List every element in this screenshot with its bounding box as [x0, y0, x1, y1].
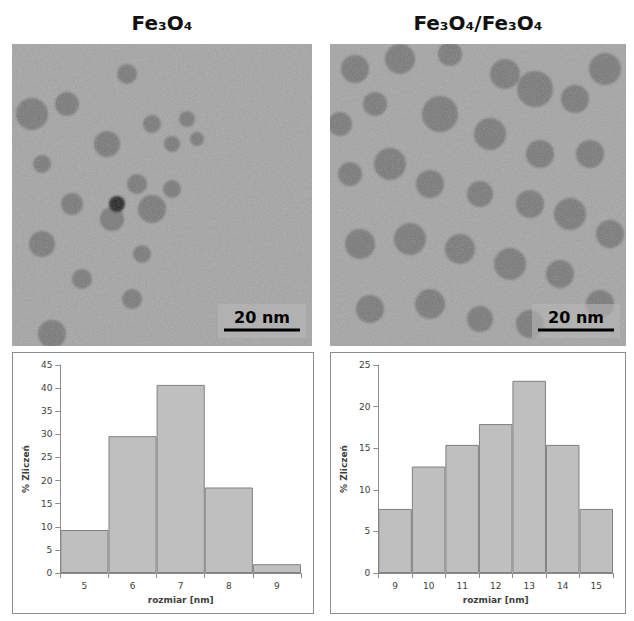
svg-text:10: 10 — [359, 485, 371, 495]
svg-text:14: 14 — [557, 581, 569, 591]
svg-text:12: 12 — [490, 581, 501, 591]
svg-text:10: 10 — [423, 581, 435, 591]
svg-text:15: 15 — [41, 499, 52, 509]
svg-text:5: 5 — [365, 526, 371, 536]
svg-text:5: 5 — [47, 545, 53, 555]
svg-text:6: 6 — [130, 581, 136, 591]
svg-text:9: 9 — [274, 581, 280, 591]
svg-text:40: 40 — [41, 383, 53, 393]
svg-text:5: 5 — [82, 581, 88, 591]
html-text:Fe₃O₄/Fe₃O₄: Fe₃O₄/Fe₃O₄ — [413, 11, 543, 35]
svg-text:30: 30 — [41, 429, 53, 439]
svg-text:9: 9 — [392, 581, 398, 591]
svg-text:10: 10 — [41, 522, 53, 532]
svg-text:8: 8 — [226, 581, 232, 591]
svg-text:11: 11 — [456, 581, 467, 591]
svg-text:35: 35 — [41, 406, 52, 416]
svg-text:20 nm: 20 nm — [234, 308, 290, 327]
svg-text:20: 20 — [359, 402, 371, 412]
svg-text:25: 25 — [41, 452, 52, 462]
svg-text:13: 13 — [523, 581, 534, 591]
svg-text:0: 0 — [365, 568, 371, 578]
svg-text:15: 15 — [591, 581, 602, 591]
svg-text:7: 7 — [178, 581, 184, 591]
html-text:Fe₃O₄: Fe₃O₄ — [131, 11, 193, 35]
svg-text:20 nm: 20 nm — [548, 308, 604, 327]
svg-text:20: 20 — [41, 476, 53, 486]
svg-text:15: 15 — [359, 443, 370, 453]
svg-text:25: 25 — [359, 360, 370, 370]
svg-text:% Zliczeń: % Zliczeń — [339, 445, 349, 493]
svg-text:45: 45 — [41, 360, 52, 370]
svg-text:rozmiar [nm]: rozmiar [nm] — [148, 595, 214, 605]
svg-text:0: 0 — [47, 568, 53, 578]
svg-text:% Zliczeń: % Zliczeń — [21, 445, 31, 493]
svg-text:rozmiar [nm]: rozmiar [nm] — [463, 595, 529, 605]
